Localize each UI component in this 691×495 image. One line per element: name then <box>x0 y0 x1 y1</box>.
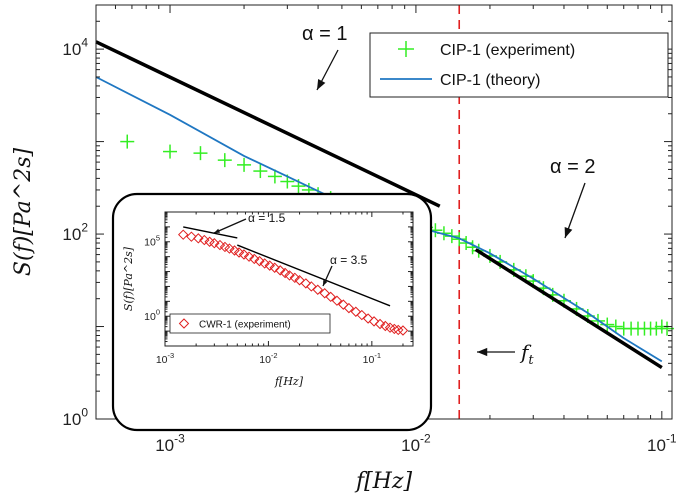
cwr1-experiment-point <box>178 229 189 240</box>
inset-frame <box>111 192 433 432</box>
inset-alpha1-arrow-head <box>214 228 220 233</box>
inset-slope-line-2 <box>237 244 391 307</box>
inset-alpha1-annotation: α = 1.5 <box>248 211 286 225</box>
cwr1-experiment-point <box>209 238 220 249</box>
cwr1-experiment-point <box>397 325 409 336</box>
cwr1-experiment-point <box>254 255 265 267</box>
cwr1-experiment-point <box>289 272 301 284</box>
x-tick-label: 10-2 <box>401 432 431 455</box>
y-tick-label: 102 <box>62 221 88 244</box>
cwr1-experiment-point <box>362 313 374 324</box>
alpha2-arrow-head <box>564 227 573 238</box>
cwr1-experiment-point <box>274 265 286 276</box>
inset-alpha2-arrow-head <box>323 280 328 286</box>
cwr1-experiment-point <box>199 234 210 246</box>
cwr1-experiment-point <box>331 295 343 306</box>
alpha1-annotation: α = 1 <box>302 23 347 45</box>
inset-alpha2-annotation: α = 3.5 <box>330 253 368 267</box>
legend-experiment-label: CIP-1 (experiment) <box>440 42 575 59</box>
cwr1-experiment-point <box>224 243 235 254</box>
cwr1-experiment-point <box>374 318 386 330</box>
y-tick-label: 100 <box>62 406 88 429</box>
cwr1-experiment-point <box>356 309 368 321</box>
inset-legend-label: CWR-1 (experiment) <box>199 320 291 331</box>
slope-reference-line-1 <box>95 40 441 208</box>
inset-x-tick-label: 10-1 <box>363 351 381 366</box>
alpha2-annotation: α = 2 <box>550 156 595 178</box>
inset-legend-box <box>169 313 331 334</box>
cwr1-experiment-point <box>343 302 355 314</box>
cwr1-experiment-point <box>350 306 362 317</box>
ft-arrow-head <box>477 347 488 357</box>
cwr1-experiment-point <box>319 288 330 299</box>
cwr1-experiment-point <box>193 233 204 244</box>
slope-reference-line-2 <box>474 248 663 370</box>
x-tick-label: 10-3 <box>155 432 185 455</box>
inset-legend-marker <box>178 318 190 329</box>
y-axis-label: S(f)[Pa^2s] <box>11 147 36 276</box>
main-legend: CIP-1 (experiment) CIP-1 (theory) <box>369 32 669 98</box>
cwr1-experiment-point <box>186 231 197 242</box>
inset-x-axis-label: f[Hz] <box>274 375 304 388</box>
inset-x-tick-label: 10-3 <box>156 351 174 366</box>
cwr1-experiment-point <box>259 258 270 269</box>
inset-y-tick-label: 100 <box>144 308 160 323</box>
cwr1-experiment-point <box>214 239 226 251</box>
cwr1-experiment-point <box>233 247 245 258</box>
cwr1-experiment-point <box>294 275 305 286</box>
cwr1-experiment-point <box>312 284 323 295</box>
inset-alpha1-arrow <box>213 218 247 234</box>
cwr1-experiment-point <box>300 278 312 289</box>
legend-theory-label: CIP-1 (theory) <box>440 72 540 89</box>
x-axis-label: f[Hz] <box>354 469 413 494</box>
inset-slope-line-1 <box>183 226 238 239</box>
cwr1-experiment-point <box>368 316 380 327</box>
cwr1-experiment-point <box>279 267 291 279</box>
main-legend-box <box>369 32 669 98</box>
cwr1-experiment-point <box>238 249 250 260</box>
inset-legend: CWR-1 (experiment) <box>169 313 331 334</box>
y-tick-label: 104 <box>62 36 88 59</box>
inset-plot: 10-3 10-2 10-1 100 105 f[Hz] S(f)[Pa^2s] α = 1.… <box>111 192 433 432</box>
cwr1-experiment-point <box>284 270 295 281</box>
cwr1-experiment-point <box>264 260 275 271</box>
cwr1-experiment-point <box>269 262 280 273</box>
ft-annotation: ft <box>519 340 534 368</box>
cwr1-experiment-point <box>389 323 400 335</box>
cwr1-experiment-point <box>325 291 336 303</box>
x-tick-label: 10-1 <box>647 432 677 455</box>
inset-y-tick-label: 105 <box>144 233 160 248</box>
cwr1-experiment-point <box>306 281 317 292</box>
inset-y-axis-label: S(f)[Pa^2s] <box>122 246 135 311</box>
cwr1-experiment-point <box>249 253 260 265</box>
inset-x-tick-label: 10-2 <box>259 351 277 366</box>
alpha1-arrow-head <box>317 79 326 90</box>
cwr1-experiment-point <box>243 251 255 262</box>
cwr1-experiment-point <box>338 299 349 310</box>
